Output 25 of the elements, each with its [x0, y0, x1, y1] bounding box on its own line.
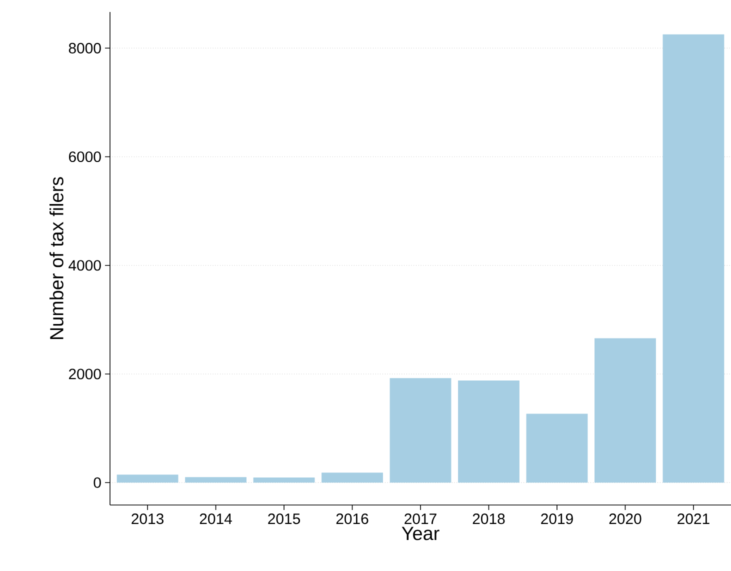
y-tick-label: 6000 — [69, 151, 101, 162]
x-tick-label: 2018 — [472, 514, 505, 524]
x-tick-label: 2021 — [678, 514, 710, 524]
x-tick-label: 2017 — [404, 514, 436, 524]
y-tick-label: 8000 — [68, 42, 101, 54]
bar — [253, 477, 315, 483]
bar — [526, 414, 588, 483]
bar — [390, 378, 452, 483]
bar — [594, 338, 656, 483]
bar — [662, 34, 724, 483]
x-tick-label: 2016 — [336, 514, 368, 524]
x-tick-label: 2020 — [609, 514, 642, 524]
x-axis-title: Year — [402, 526, 440, 540]
bar — [116, 474, 178, 483]
bar — [185, 477, 246, 483]
x-tick-label: 2013 — [132, 514, 164, 524]
bar — [458, 380, 520, 483]
x-tick-label: 2014 — [200, 514, 232, 524]
y-tick-label: 0 — [94, 477, 101, 488]
y-tick-label: 2000 — [68, 368, 101, 380]
y-tick-label: 4000 — [68, 260, 101, 271]
x-tick-label: 2019 — [541, 514, 573, 524]
bar — [322, 472, 383, 483]
y-axis-title: Number of tax filers — [50, 177, 64, 339]
x-tick-label: 2015 — [268, 514, 300, 524]
